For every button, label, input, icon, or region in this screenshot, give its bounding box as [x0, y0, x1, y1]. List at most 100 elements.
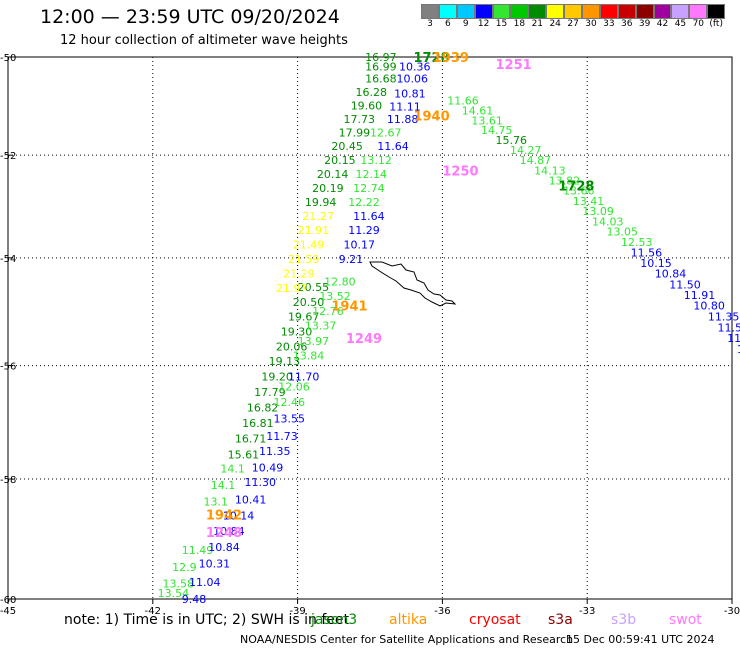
wave-height-value: 11.11 [389, 101, 421, 114]
wave-height-value: 16.81 [242, 417, 273, 430]
wave-height-value: 11.66 [447, 95, 479, 108]
legend-label: 30 [585, 19, 597, 29]
wave-height-value: 21.97 [276, 282, 308, 295]
legend-label: 33 [603, 19, 615, 29]
wave-height-value: 13.54 [158, 587, 190, 600]
legend-swatch [438, 4, 457, 19]
legend-label: 36 [621, 19, 633, 29]
wave-height-value: 9.48 [182, 593, 207, 606]
pass-time-label: 1728 [558, 179, 594, 194]
legend-label: 6 [444, 19, 451, 29]
pass-time-label: 1942 [206, 508, 242, 523]
south-georgia-island-outline [369, 261, 457, 307]
wave-height-value: 14.27 [510, 144, 542, 157]
wave-height-value: 13.09 [582, 205, 614, 218]
wave-height-value: 16.68 [365, 73, 397, 86]
wave-height-value: 10.84 [655, 268, 687, 281]
credit-line: NOAA/NESDIS Center for Satellite Applica… [240, 633, 574, 646]
legend-label: 70 [692, 19, 705, 29]
legend-swatch [582, 4, 600, 19]
axis-ticks: -45 -42 -39 -36 -33 -30 -50 -52 -54 -56 -58 -60 [0, 53, 740, 617]
wave-height-value: 20.15 [324, 154, 356, 167]
wave-height-value: 11.73 [266, 430, 298, 443]
pass-time-label: 1728 [413, 51, 449, 66]
satellite-jason3: jason3 [311, 612, 358, 628]
wave-height-value: 11.30 [245, 476, 276, 489]
generated-timestamp: 15 Dec 00:59:41 UTC 2024 [566, 633, 715, 646]
wave-height-value: 20.45 [331, 140, 363, 153]
wave-height-value: 15.61 [228, 449, 260, 462]
wave-height-value: 11.29 [348, 224, 380, 237]
pass-time-label: 1248 [206, 526, 242, 541]
map-title: 12:00 — 23:59 UTC 09/20/2024 [40, 6, 340, 28]
wave-height-value: 13.97 [298, 335, 330, 348]
wave-height-value: 14.87 [520, 154, 552, 167]
satellite-altika: altika [389, 612, 428, 628]
lat-tick-label: -58 [0, 475, 16, 486]
satellite-cryosat: cryosat [469, 612, 521, 628]
pass-time-label: 1249 [346, 332, 382, 347]
legend-label: 3 [427, 19, 433, 29]
wave-height-value: 14.1 [220, 463, 245, 476]
wave-height-value: 19.13 [269, 355, 301, 368]
lat-tick-label: -50 [0, 53, 16, 64]
pass-time-label: 1939 [433, 51, 469, 66]
wave-height-value: 12.74 [353, 182, 385, 195]
wave-height-value: 19.20 [261, 371, 293, 384]
legend-swatch [421, 4, 439, 19]
wave-height-value: 16.97 [365, 51, 397, 64]
legend-swatch [653, 4, 672, 19]
wave-height-value: 13.58 [162, 578, 194, 591]
wave-height-value: 12.67 [370, 127, 402, 140]
wave-height-value: 10.84 [208, 541, 240, 554]
wave-height-value: 13.1 [203, 495, 228, 508]
legend-swatch [635, 4, 654, 19]
wave-height-value: 21.49 [293, 239, 325, 252]
legend-swatch [546, 4, 565, 19]
wave-height-values: 16.9716.9916.6816.2819.6017.7317.9920.45… [158, 51, 740, 606]
wave-height-value: 10.06 [397, 73, 429, 86]
wave-height-value: 9.21 [339, 253, 364, 266]
wave-height-value: 11.25 [737, 343, 740, 356]
pass-time-label: 1251 [495, 58, 531, 73]
satellite-s3a: s3a [548, 612, 573, 628]
lon-tick-label: -36 [434, 606, 450, 617]
lat-tick-label: -52 [0, 151, 16, 162]
legend-swatch [707, 4, 726, 19]
lon-tick-label: -42 [145, 606, 161, 617]
wave-height-value: 20.55 [298, 281, 330, 294]
legend-labels: 3 6 9 12 15 18 21 24 27 30 33 36 39 42 45 70 (ft) [421, 19, 725, 29]
wave-height-value: 11.35 [708, 310, 740, 323]
wave-height-value: 21.91 [298, 224, 330, 237]
legend-swatch [671, 4, 690, 19]
wave-height-value: 20.19 [312, 182, 344, 195]
legend-swatch [689, 4, 708, 19]
wave-height-value: 19.67 [288, 310, 320, 323]
wave-height-value: 13.66 [563, 185, 595, 198]
wave-height-value: 12.46 [273, 396, 305, 409]
wave-height-value: 17.73 [343, 113, 375, 126]
wave-height-value: 14.75 [481, 124, 512, 137]
legend-label: 12 [477, 19, 490, 29]
pass-time-label: 1250 [442, 164, 478, 179]
wave-height-value: 16.99 [365, 61, 397, 74]
wave-height-value: 13.41 [573, 195, 605, 208]
wave-height-value: 12.9 [172, 561, 197, 574]
lon-tick-label: -30 [724, 606, 740, 617]
wave-height-value: 12.80 [324, 276, 356, 289]
wave-height-value: 10.49 [252, 461, 284, 474]
legend-label: 45 [674, 19, 687, 29]
legend-unit: (ft) [709, 19, 723, 29]
legend-label: 9 [462, 19, 469, 29]
graticule [8, 57, 732, 599]
plot-frame [7, 56, 733, 600]
wave-height-value: 10.81 [394, 87, 426, 100]
pass-time-label: 1941 [331, 300, 367, 315]
wave-height-value: 10.17 [343, 239, 375, 252]
wave-height-value: 10.80 [693, 300, 725, 313]
island-coastline [369, 261, 457, 307]
legend-label: 15 [495, 19, 508, 29]
wave-height-value: 11.64 [377, 140, 409, 153]
wave-height-value: 11.50 [669, 278, 701, 291]
